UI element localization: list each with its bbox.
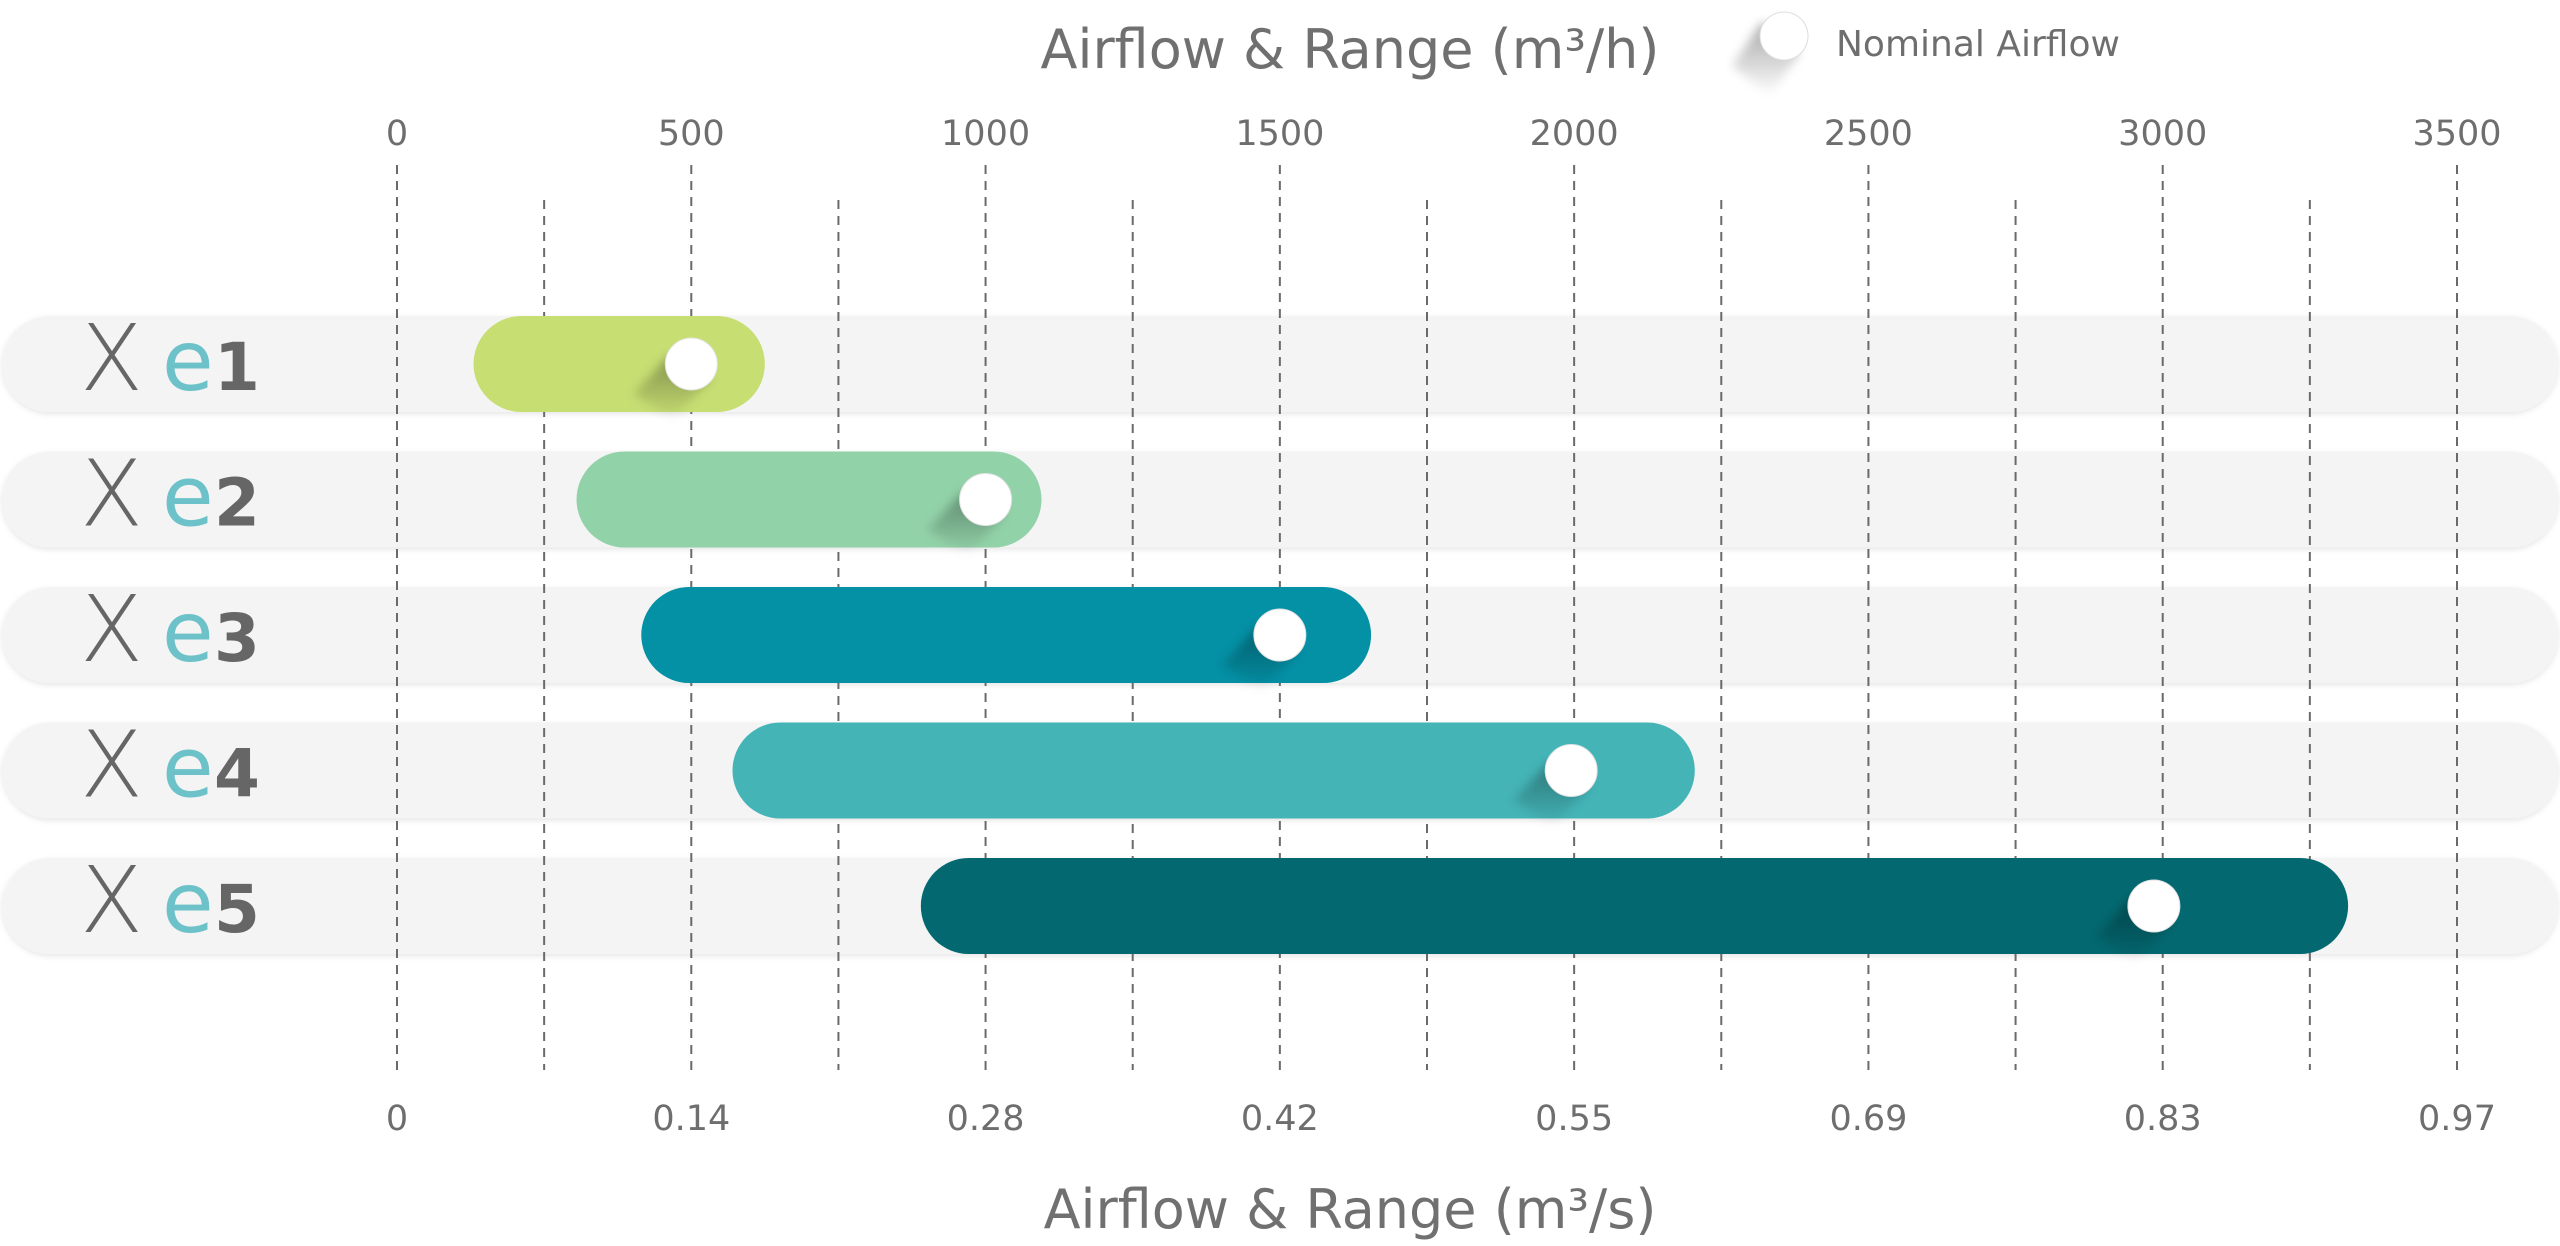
range-bar: [473, 316, 765, 412]
nominal-airflow-marker: [1253, 608, 1307, 662]
row-label-number: 4: [214, 736, 260, 813]
bottom-axis-ticks: 0 0.14 0.28 0.42 0.55 0.69 0.83 0.97: [386, 1099, 2496, 1139]
bottom-tick-label: 0.14: [652, 1099, 730, 1139]
top-tick-label: 500: [658, 114, 725, 154]
row-label-number: 3: [214, 600, 260, 677]
row-label-e: e: [162, 583, 214, 681]
top-tick-label: 1500: [1235, 114, 1324, 154]
bottom-tick-label: 0: [386, 1099, 408, 1139]
range-bar: [576, 451, 1042, 548]
range-bar: [641, 587, 1372, 683]
top-tick-label: 1000: [941, 114, 1030, 154]
nominal-airflow-marker: [664, 337, 718, 391]
row-label-number: 1: [214, 329, 260, 406]
top-tick-label: 2000: [1530, 114, 1619, 154]
bottom-tick-label: 0.28: [947, 1099, 1025, 1139]
row-label-e: e: [162, 312, 214, 410]
nominal-airflow-marker: [1544, 744, 1598, 797]
bottom-tick-label: 0.97: [2418, 1099, 2496, 1139]
bottom-tick-label: 0.69: [1829, 1099, 1907, 1139]
bottom-tick-label: 0.55: [1535, 1099, 1613, 1139]
legend-nominal-airflow-marker: [1759, 11, 1809, 61]
row-label-x: X: [80, 305, 143, 412]
top-tick-label: 3000: [2118, 114, 2207, 154]
row-label-number: 2: [214, 465, 260, 542]
nominal-airflow-marker: [959, 473, 1013, 526]
row-label-e: e: [162, 854, 214, 952]
range-bar: [732, 722, 1695, 819]
bottom-tick-label: 0.42: [1241, 1099, 1319, 1139]
legend-nominal-airflow-label: Nominal Airflow: [1836, 24, 2120, 65]
row-label-x: X: [80, 712, 143, 819]
top-tick-label: 2500: [1824, 114, 1913, 154]
bottom-tick-label: 0.83: [2124, 1099, 2202, 1139]
row-label-x: X: [80, 441, 143, 548]
top-tick-label: 0: [386, 114, 408, 154]
top-axis-ticks: 0 500 1000 1500 2000 2500 3000 3500: [386, 114, 2502, 154]
top-tick-label: 3500: [2412, 114, 2501, 154]
row-label-e: e: [162, 719, 214, 817]
legend: Nominal Airflow: [1732, 11, 2120, 96]
row-label-number: 5: [214, 871, 260, 948]
row-label-e: e: [162, 448, 214, 546]
row-label-x: X: [80, 576, 143, 683]
x-axis-label: Airflow & Range (m³/s): [1044, 1178, 1657, 1241]
row-label-x: X: [80, 847, 143, 954]
chart-title: Airflow & Range (m³/h): [1041, 18, 1660, 81]
range-bar: [920, 858, 2349, 954]
range-bars: [473, 316, 2349, 962]
nominal-airflow-marker: [2127, 879, 2181, 933]
